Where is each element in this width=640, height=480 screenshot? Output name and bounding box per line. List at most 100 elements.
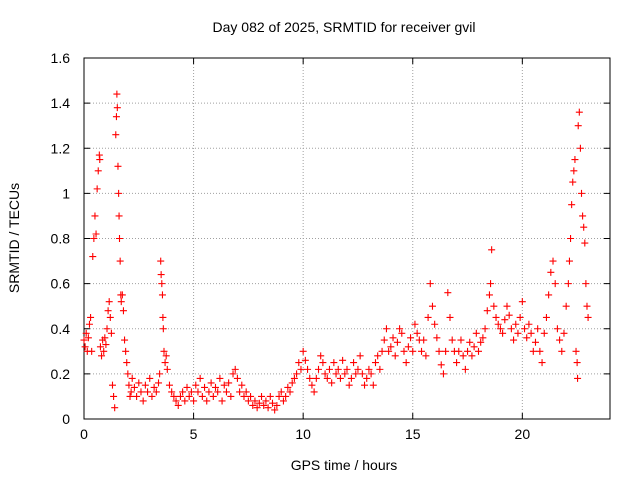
data-point	[529, 347, 537, 355]
data-point	[400, 347, 408, 355]
data-point	[194, 388, 202, 396]
data-point	[387, 343, 395, 351]
data-point	[258, 392, 266, 400]
data-point	[253, 404, 261, 412]
data-point	[487, 280, 495, 288]
data-point	[579, 212, 587, 220]
x-axis: 0 5 10 15 20	[80, 58, 530, 442]
data-point	[157, 257, 165, 265]
data-point	[575, 108, 583, 116]
data-point	[185, 392, 193, 400]
data-point	[148, 392, 156, 400]
data-point	[341, 370, 349, 378]
data-point	[205, 388, 213, 396]
data-point	[435, 347, 443, 355]
data-point	[396, 325, 404, 333]
data-point	[158, 291, 166, 299]
data-point	[404, 343, 412, 351]
data-point	[483, 307, 491, 315]
data-point	[222, 388, 230, 396]
data-point	[115, 212, 123, 220]
data-point	[264, 404, 272, 412]
data-point	[112, 131, 120, 139]
data-point	[103, 325, 111, 333]
data-point	[255, 399, 263, 407]
data-point	[472, 329, 480, 337]
data-point	[499, 329, 507, 337]
data-point	[569, 178, 577, 186]
data-point	[106, 313, 114, 321]
data-point	[374, 352, 382, 360]
data-point	[516, 313, 524, 321]
data-point	[130, 383, 138, 391]
data-point	[297, 365, 305, 373]
data-point	[240, 392, 248, 400]
data-point	[203, 397, 211, 405]
data-point	[144, 388, 152, 396]
data-point	[162, 352, 170, 360]
data-point	[361, 381, 369, 389]
data-point	[271, 406, 279, 414]
data-point	[158, 280, 166, 288]
data-point	[466, 338, 474, 346]
data-point	[114, 162, 122, 170]
data-point	[514, 329, 522, 337]
x-tick-label: 5	[190, 426, 198, 442]
data-point	[431, 320, 439, 328]
data-point	[122, 347, 130, 355]
data-point	[82, 329, 90, 337]
data-point	[89, 253, 97, 261]
data-point	[521, 325, 529, 333]
data-point	[576, 144, 584, 152]
data-point	[216, 374, 224, 382]
y-axis-label: SRMTID / TECUs	[6, 183, 22, 293]
data-point	[231, 365, 239, 373]
data-point	[275, 392, 283, 400]
data-point	[444, 289, 452, 297]
data-point	[573, 359, 581, 367]
data-point	[536, 347, 544, 355]
data-point	[422, 352, 430, 360]
data-point	[534, 325, 542, 333]
data-point	[124, 370, 132, 378]
data-point	[574, 374, 582, 382]
data-point	[345, 381, 353, 389]
data-point	[196, 374, 204, 382]
data-point	[93, 185, 101, 193]
data-point	[161, 359, 169, 367]
data-point	[293, 370, 301, 378]
data-series	[80, 90, 592, 414]
data-point	[304, 365, 312, 373]
data-point	[102, 341, 110, 349]
data-point	[437, 361, 445, 369]
data-point	[549, 257, 557, 265]
data-point	[227, 392, 235, 400]
data-point	[238, 381, 246, 389]
data-point	[229, 370, 237, 378]
data-point	[198, 392, 206, 400]
data-point	[152, 388, 160, 396]
data-point	[439, 370, 447, 378]
data-point	[121, 336, 129, 344]
data-point	[424, 313, 432, 321]
data-point	[190, 397, 198, 405]
data-point	[448, 336, 456, 344]
data-point	[334, 365, 342, 373]
data-point	[126, 392, 134, 400]
data-point	[209, 392, 217, 400]
data-point	[159, 325, 167, 333]
data-point	[176, 392, 184, 400]
data-point	[531, 338, 539, 346]
data-point	[266, 392, 274, 400]
data-point	[133, 392, 141, 400]
data-point	[556, 336, 564, 344]
y-tick-label: 0.6	[51, 276, 71, 292]
data-point	[91, 212, 99, 220]
data-point	[371, 359, 379, 367]
data-point	[207, 379, 215, 387]
data-point	[157, 271, 165, 279]
grid	[84, 58, 610, 419]
data-point	[107, 329, 115, 337]
data-point	[123, 359, 131, 367]
y-tick-label: 0.4	[51, 321, 71, 337]
